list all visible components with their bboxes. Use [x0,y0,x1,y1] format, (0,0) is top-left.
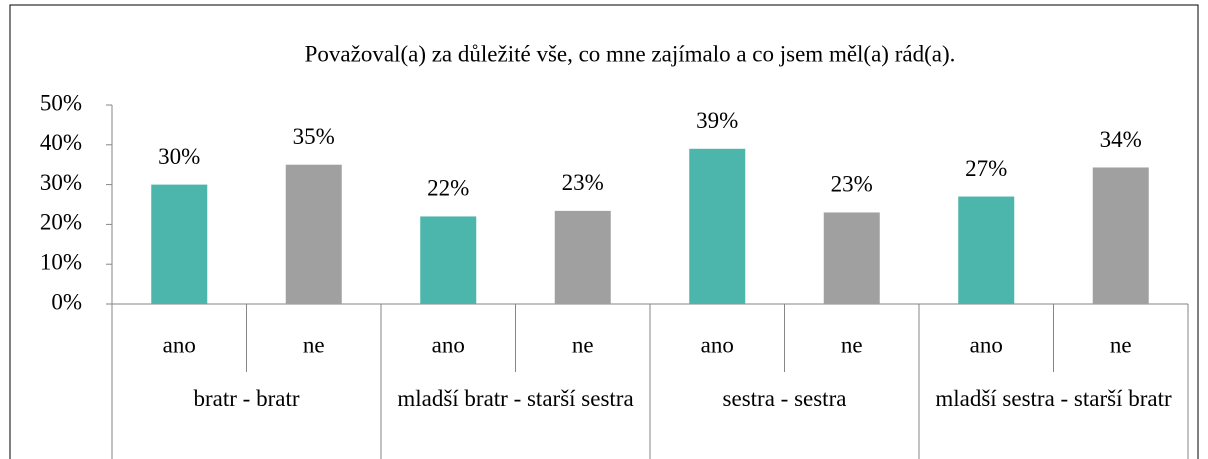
y-tick-label: 0% [51,289,82,314]
y-tick-label: 20% [40,210,82,235]
data-label: 30% [158,144,200,169]
x-tick-label: ano [432,332,465,357]
x-tick-label: ne [572,332,594,357]
y-tick-label: 10% [40,249,82,274]
x-tick-label: ano [970,332,1003,357]
data-label: 22% [427,176,469,201]
group-label: mladší sestra - starší bratr [935,386,1172,411]
bar [823,212,880,304]
bar [1092,167,1149,304]
group-label: sestra - sestra [722,386,847,411]
data-label: 27% [965,156,1007,181]
y-tick-label: 40% [40,130,82,155]
x-tick-label: ano [163,332,196,357]
bar [285,164,342,304]
data-label: 23% [831,172,873,197]
bar [420,216,477,304]
group-label: mladší bratr - starší sestra [397,386,634,411]
bar [958,196,1015,304]
data-label: 23% [562,170,604,195]
y-tick-label: 50% [40,90,82,115]
data-label: 35% [293,124,335,149]
chart-title: Považoval(a) za důležité vše, co mne zaj… [305,41,956,66]
y-tick-label: 30% [40,170,82,195]
data-label: 39% [696,108,738,133]
data-label: 34% [1100,127,1142,152]
x-tick-label: ne [1110,332,1132,357]
bar [151,184,208,304]
x-tick-label: ne [303,332,325,357]
x-tick-label: ne [841,332,863,357]
group-label: bratr - bratr [193,386,300,411]
bar [554,210,611,304]
x-tick-label: ano [701,332,734,357]
bar [689,148,746,304]
